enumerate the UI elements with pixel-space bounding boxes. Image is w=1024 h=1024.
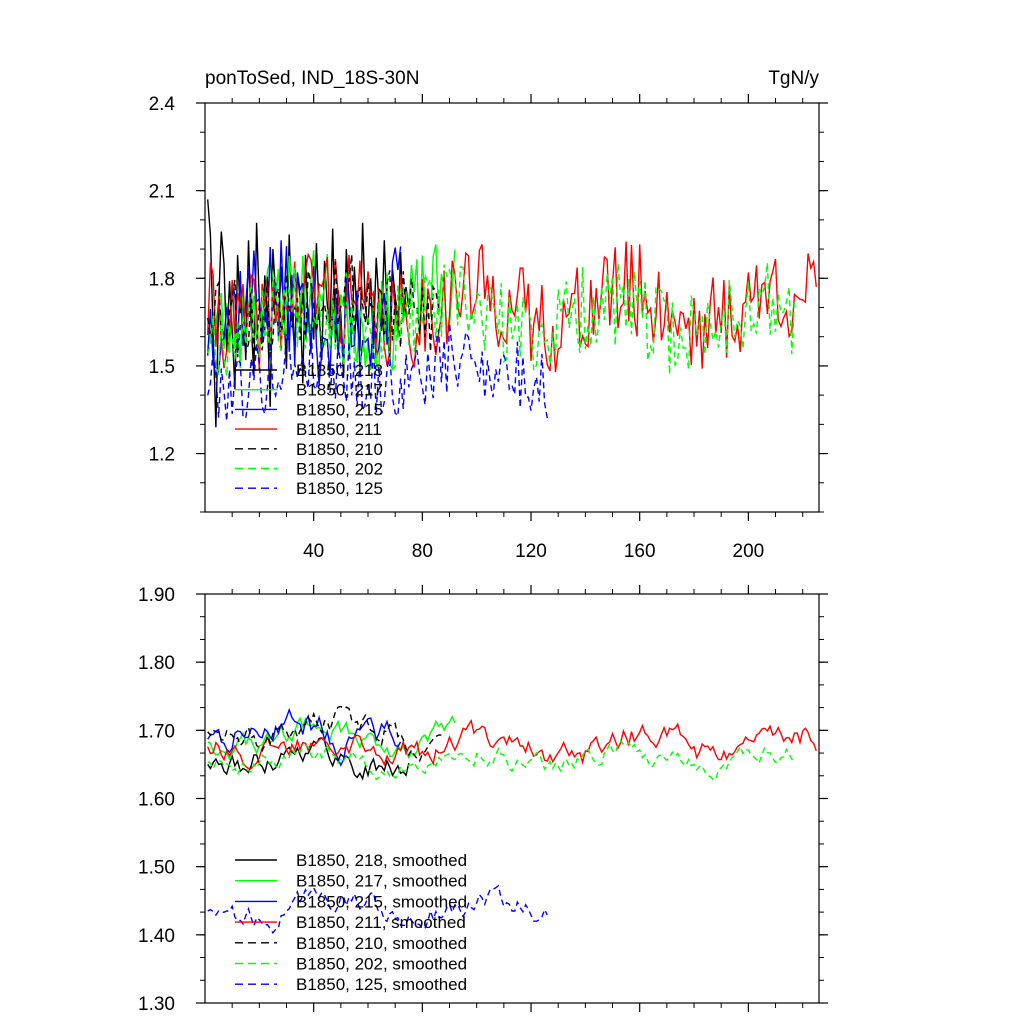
top-panel-series — [207, 199, 817, 428]
series-line-b1850-202 — [207, 262, 796, 377]
series-line-b1850-218-smoothed — [207, 737, 410, 781]
legend-label: B1850, 202 — [296, 460, 383, 479]
y-tick-label: 1.5 — [149, 357, 175, 378]
legend-label: B1850, 218 — [296, 361, 383, 380]
legend-label: B1850, 211 — [296, 420, 382, 439]
legend-label: B1850, 211, smoothed — [296, 913, 466, 932]
legend-label: B1850, 202, smoothed — [296, 955, 467, 974]
top-panel-axes: 1.2 1.5 1.8 2.1 2.4 40 80 120 160 200 — [149, 94, 828, 562]
y-tick-label: 1.80 — [138, 653, 175, 674]
x-tick-label: 80 — [412, 541, 433, 562]
y-tick-label: 1.90 — [138, 585, 175, 606]
legend-label: B1850, 215 — [296, 400, 383, 419]
y-tick-label: 2.4 — [149, 94, 176, 115]
legend-label: B1850, 125 — [296, 479, 383, 498]
y-tick-label: 1.2 — [149, 445, 175, 466]
y-tick-label: 1.30 — [138, 994, 175, 1015]
legend-label: B1850, 217, smoothed — [296, 872, 467, 891]
series-line-b1850-125 — [207, 323, 548, 422]
top-panel-units: TgN/y — [768, 68, 819, 89]
top-panel: ponToSed, IND_18S-30N TgN/y 1.2 1.5 1.8 2.1… — [149, 68, 828, 562]
x-tick-label: 160 — [624, 541, 656, 562]
series-line-b1850-125-smoothed — [207, 884, 548, 934]
series-line-b1850-215-smoothed — [207, 707, 402, 767]
x-tick-label: 120 — [515, 541, 547, 562]
bottom-panel: 1.30 1.40 1.50 1.60 1.70 1.80 1.90 B1850, 218,… — [138, 585, 828, 1015]
legend-label: B1850, 218, smoothed — [296, 851, 467, 870]
y-tick-label: 1.8 — [149, 269, 175, 290]
x-tick-label: 200 — [733, 541, 765, 562]
series-line-b1850-211 — [207, 241, 817, 373]
y-tick-label: 2.1 — [149, 182, 175, 203]
bottom-panel-legend: B1850, 218, smoothed B1850, 217, smoothed… — [235, 851, 467, 994]
y-tick-label: 1.70 — [138, 721, 175, 742]
series-line-b1850-215 — [207, 240, 402, 385]
legend-label: B1850, 217 — [296, 381, 383, 400]
legend-label: B1850, 215, smoothed — [296, 892, 467, 911]
legend-label: B1850, 210 — [296, 440, 383, 459]
legend-label: B1850, 210, smoothed — [296, 934, 467, 953]
y-tick-label: 1.40 — [138, 926, 175, 947]
y-tick-label: 1.60 — [138, 790, 175, 811]
legend-label: B1850, 125, smoothed — [296, 975, 467, 994]
series-line-b1850-202-smoothed — [207, 739, 796, 781]
top-panel-title: ponToSed, IND_18S-30N — [205, 68, 419, 89]
x-tick-label: 40 — [303, 541, 324, 562]
y-tick-label: 1.50 — [138, 858, 175, 879]
bottom-panel-series — [207, 705, 817, 934]
series-line-b1850-210-smoothed — [207, 705, 442, 763]
bottom-panel-axes: 1.30 1.40 1.50 1.60 1.70 1.80 1.90 — [138, 585, 828, 1015]
